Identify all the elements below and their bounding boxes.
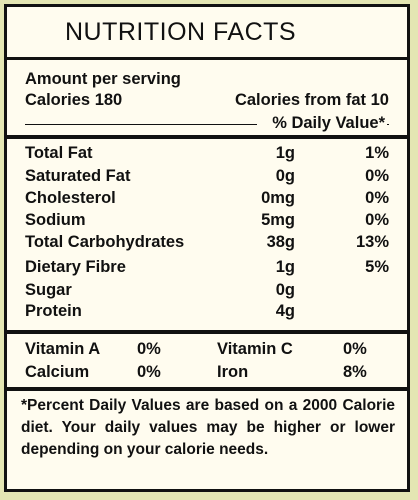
divider	[7, 387, 407, 391]
divider	[7, 135, 407, 139]
dv-rule-end	[387, 124, 389, 125]
daily-value-header: % Daily Value*	[25, 114, 389, 134]
calories-from-fat: Calories from fat 10	[234, 91, 389, 109]
calories: Calories 180	[25, 91, 123, 109]
label-title: NUTRITION FACTS	[7, 7, 407, 60]
footnote: *Percent Daily Values are based on a 200…	[21, 397, 395, 458]
nutrition-label: NUTRITION FACTS Amount per serving Calor…	[4, 4, 410, 492]
divider	[7, 330, 407, 334]
dv-rule	[25, 124, 257, 125]
